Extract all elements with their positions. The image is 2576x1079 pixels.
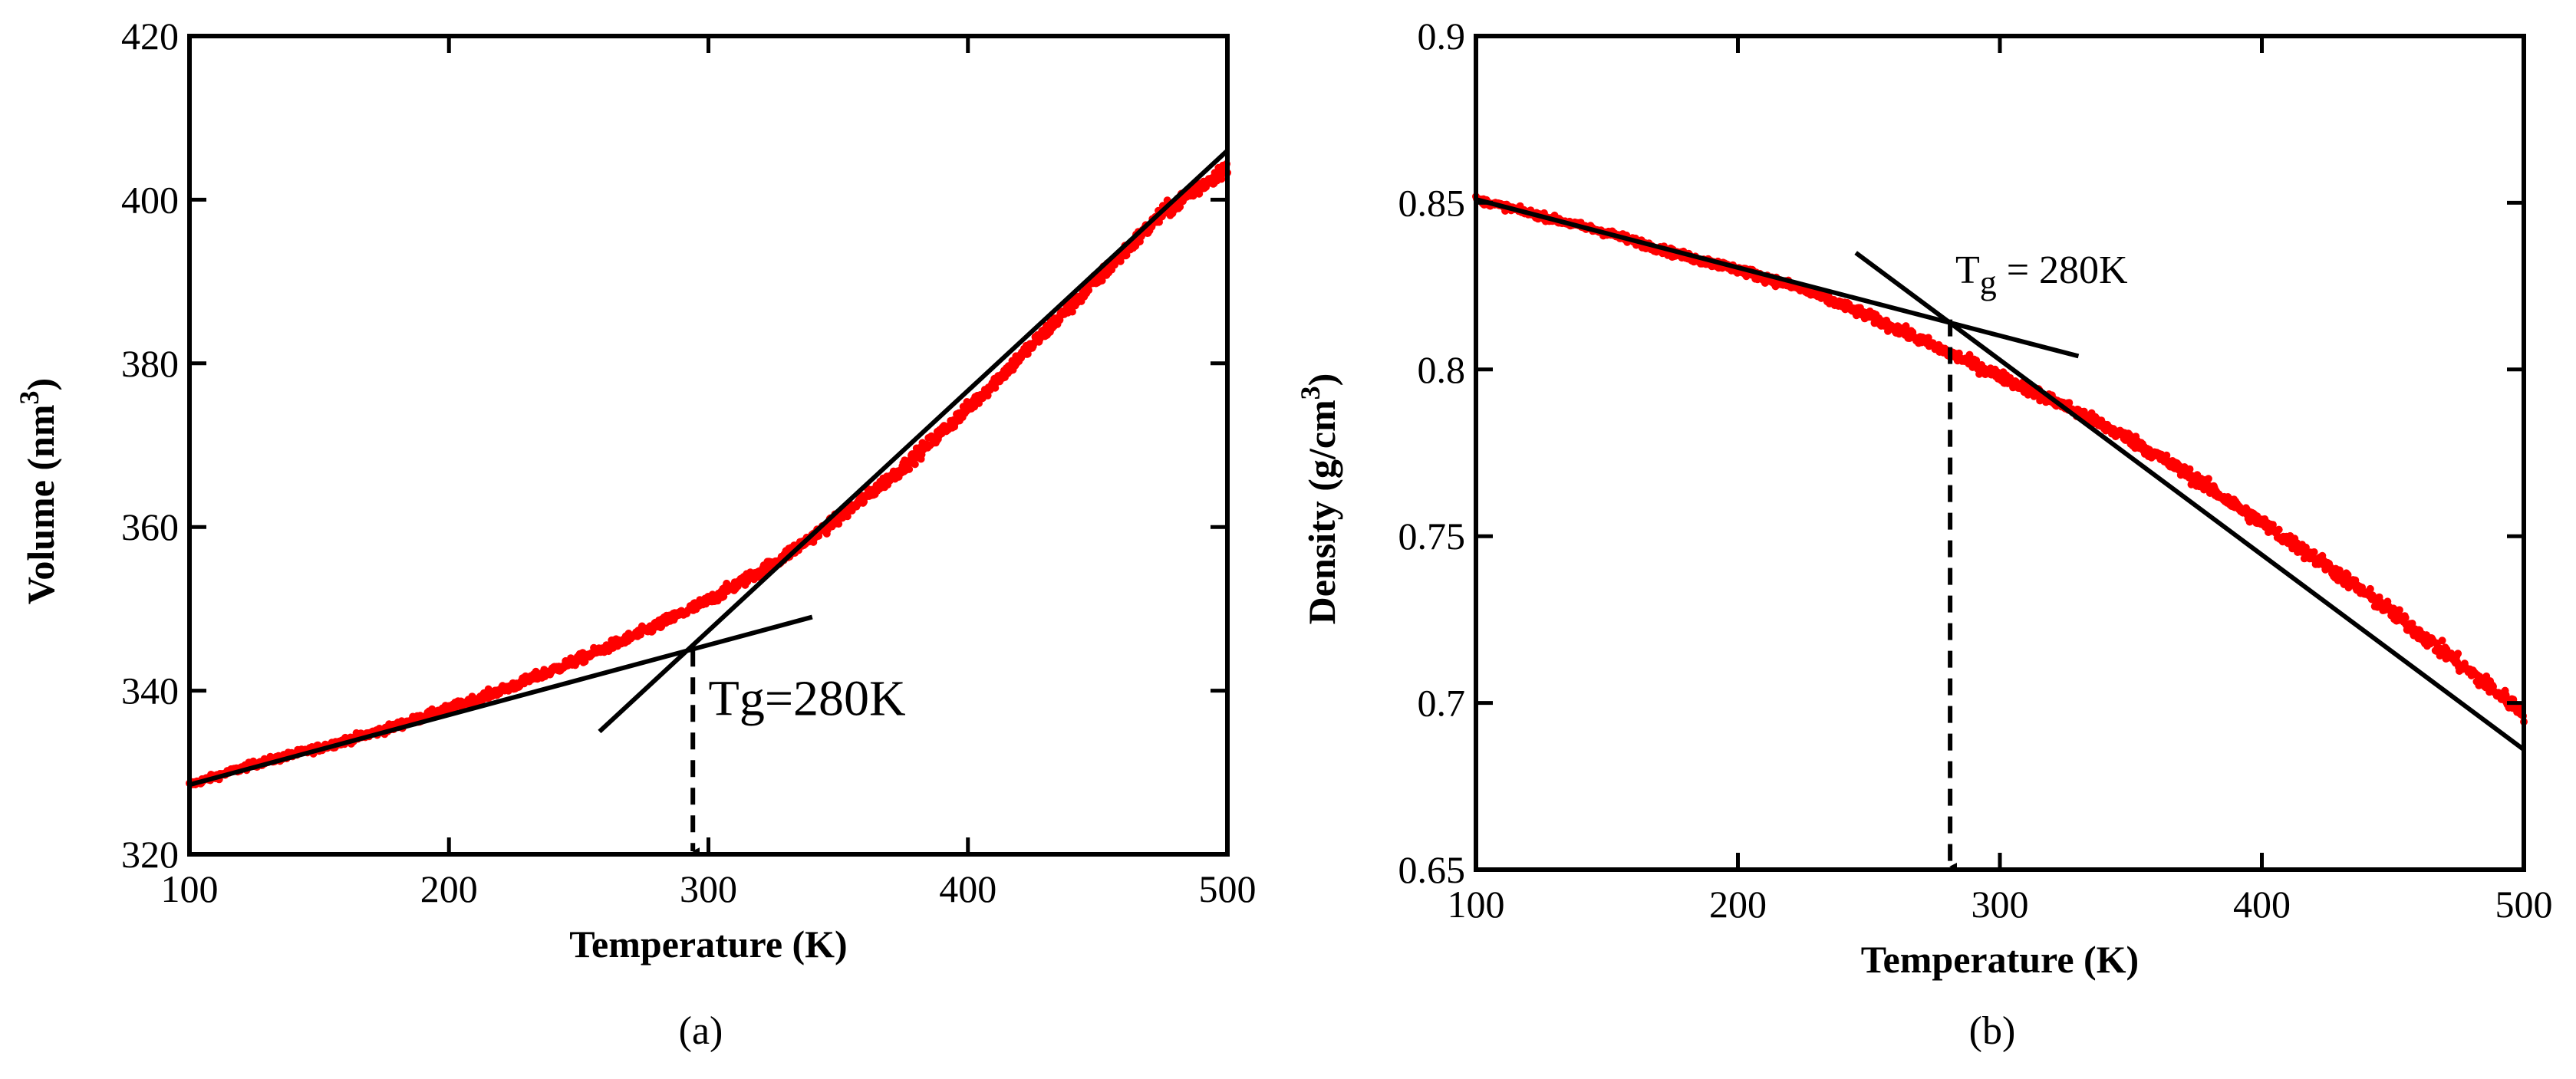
data-point — [2438, 637, 2446, 645]
x-tick-label: 500 — [1199, 867, 1257, 910]
y-axis-title-main: Volume (nm — [19, 404, 62, 604]
tg-annotation-sub: g — [1980, 264, 1997, 301]
tg-annotation-rest: = 280K — [1997, 248, 2128, 292]
y-tick-label: 420 — [121, 15, 179, 58]
data-point — [1176, 202, 1184, 211]
data-point — [905, 465, 914, 473]
data-point — [2454, 650, 2462, 658]
x-tick-label: 100 — [161, 867, 219, 910]
tg-annotation-base: T — [1955, 248, 1980, 292]
y-tick-label: 360 — [121, 505, 179, 548]
data-point — [835, 520, 843, 528]
data-point — [1195, 189, 1204, 198]
x-axis-title: Temperature (K) — [569, 923, 847, 966]
y-axis-title: Density (g/cm3) — [1295, 373, 1343, 625]
x-tick-label: 100 — [1448, 883, 1505, 926]
data-point — [2395, 606, 2403, 614]
data-point — [2275, 525, 2283, 534]
data-point — [1122, 251, 1131, 259]
y-axis-title-close: ) — [1300, 373, 1343, 387]
y-tick-label: 0.8 — [1418, 348, 1466, 391]
x-tick-label: 400 — [2233, 883, 2291, 926]
data-point — [2401, 614, 2410, 622]
panel-caption: (b) — [1969, 1009, 2016, 1053]
y-axis-title-sup: 3 — [14, 390, 44, 404]
rubbery-fit-line — [598, 149, 1230, 734]
y-axis-title: Volume (nm3) — [14, 378, 62, 604]
data-point — [911, 460, 919, 469]
y-axis-title-main: Density (g/cm — [1300, 400, 1343, 624]
axes-box — [187, 34, 1230, 857]
glassy-fit-line — [1475, 197, 2080, 359]
y-axis-title-sup: 3 — [1295, 386, 1326, 400]
rubbery-fit-line — [1854, 251, 2525, 752]
data-point — [2310, 548, 2318, 556]
x-tick-label: 200 — [420, 867, 478, 910]
y-tick-label: 0.9 — [1418, 15, 1466, 58]
tg-annotation: Tg = 280K — [1955, 248, 2128, 301]
chart-panel-a: Tg=280K 100 200 300 400 500 320 340 360 380 400 420… — [14, 15, 1257, 1053]
x-tick-label: 400 — [939, 867, 996, 910]
data-point — [2366, 584, 2374, 593]
chart-panel-b: Tg = 280K 100 200 300 400 500 0.65 0.7 0.75 0.8 0.… — [1295, 15, 2553, 1053]
y-tick-label: 400 — [121, 178, 179, 221]
data-point — [1068, 308, 1076, 316]
data-point — [2204, 475, 2212, 483]
y-axis-title-close: ) — [19, 378, 62, 391]
data-point — [2408, 620, 2416, 627]
y-tick-label: 380 — [121, 342, 179, 385]
data-point — [1902, 322, 1910, 331]
y-tick-label: 0.65 — [1398, 848, 1466, 891]
tg-annotation: Tg=280K — [709, 671, 906, 727]
data-point — [2163, 451, 2171, 459]
data-point — [2186, 465, 2194, 473]
x-tick-label: 200 — [1709, 883, 1767, 926]
axes-box — [1474, 34, 2526, 872]
data-point — [1085, 286, 1093, 294]
data-point — [843, 512, 852, 521]
x-tick-label: 300 — [1972, 883, 2029, 926]
panel-caption: (a) — [679, 1009, 723, 1053]
y-tick-label: 0.75 — [1398, 515, 1466, 558]
y-tick-label: 340 — [121, 669, 179, 712]
glassy-fit-line — [189, 614, 813, 788]
y-tick-label: 320 — [121, 833, 179, 876]
x-tick-label: 300 — [680, 867, 737, 910]
data-point — [2065, 399, 2074, 407]
y-tick-label: 0.7 — [1418, 682, 1466, 725]
x-axis-title: Temperature (K) — [1861, 938, 2139, 981]
x-tick-label: 500 — [2495, 883, 2553, 926]
y-tick-label: 0.85 — [1398, 181, 1466, 224]
